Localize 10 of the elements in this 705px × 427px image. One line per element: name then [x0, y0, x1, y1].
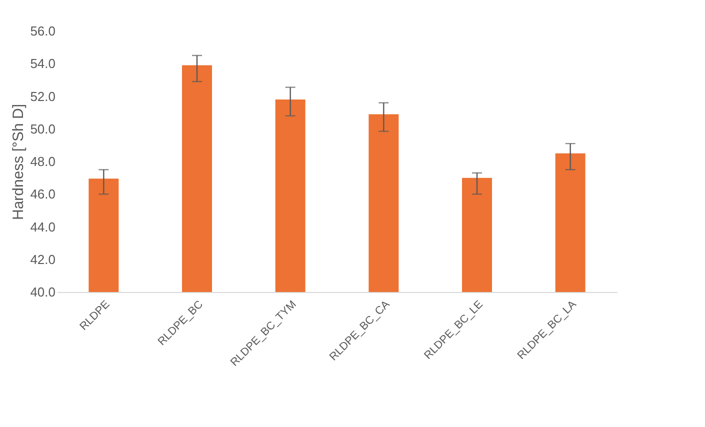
- y-tick-label: 50.0: [30, 121, 56, 136]
- y-tick-label: 54.0: [30, 56, 56, 72]
- y-tick-label: 44.0: [30, 219, 56, 234]
- y-axis-title: Hardness [°Sh D]: [10, 104, 28, 220]
- y-tick-label: 42.0: [30, 252, 56, 267]
- y-tick-label: 52.0: [30, 88, 56, 104]
- y-tick-label: 40.0: [30, 284, 56, 300]
- y-tick-label: 56.0: [30, 24, 56, 38]
- y-tick-label: 46.0: [30, 186, 56, 202]
- y-tick-label: 48.0: [30, 154, 56, 169]
